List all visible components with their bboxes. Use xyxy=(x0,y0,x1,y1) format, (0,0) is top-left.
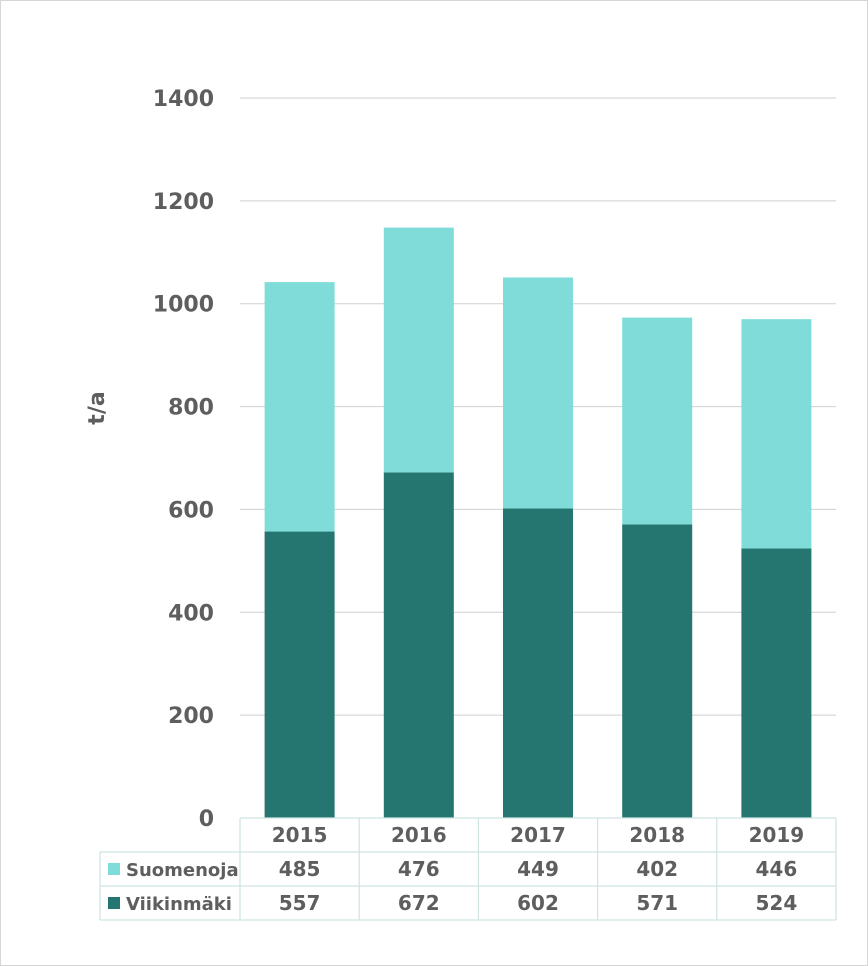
y-tick-label: 800 xyxy=(168,396,214,421)
bar-suomenoja-2019 xyxy=(741,319,812,549)
bar-suomenoja-2017 xyxy=(503,277,573,509)
y-tick-label: 600 xyxy=(168,498,214,523)
y-tick-label: 200 xyxy=(168,704,214,729)
bar-suomenoja-2015 xyxy=(264,282,335,532)
table-cell-value: 557 xyxy=(279,891,321,915)
gridlines xyxy=(240,97,836,716)
x-tick-label: 2019 xyxy=(749,823,805,847)
table-cell-value: 571 xyxy=(636,891,678,915)
bar-viikinmäki-2015 xyxy=(264,531,335,818)
x-tick-label: 2018 xyxy=(629,823,685,847)
x-tick-label: 2017 xyxy=(510,823,566,847)
table-cell-value: 602 xyxy=(517,891,559,915)
table-cell-value: 402 xyxy=(636,857,678,881)
bar-viikinmäki-2018 xyxy=(622,524,693,818)
y-axis-ticks: 0 200 400 600 800 1000 1200 1400 xyxy=(153,87,214,832)
legend-label: Viikinmäki xyxy=(126,894,232,915)
table-cell-value: 446 xyxy=(756,857,798,881)
legend-key-viikinmäki xyxy=(108,897,120,909)
bar-suomenoja-2016 xyxy=(383,227,454,473)
x-tick-label: 2015 xyxy=(272,823,328,847)
legend-label: Suomenoja xyxy=(126,860,239,881)
legend-key-suomenoja xyxy=(108,863,120,875)
x-tick-label: 2016 xyxy=(391,823,447,847)
table-cell-value: 449 xyxy=(517,857,559,881)
bar-viikinmäki-2017 xyxy=(503,508,573,818)
bars xyxy=(264,227,812,818)
y-axis-label: t/a xyxy=(85,391,110,424)
table-cell-value: 524 xyxy=(756,891,798,915)
table-cell-value: 476 xyxy=(398,857,440,881)
data-table: 2015 2016 2017 2018 2019 Suomenoja 485 476 449 40… xyxy=(99,817,837,921)
bar-viikinmäki-2019 xyxy=(741,548,812,818)
table-cell-value: 485 xyxy=(279,857,321,881)
y-tick-label: 1400 xyxy=(153,87,214,112)
y-tick-label: 1200 xyxy=(153,190,214,215)
y-tick-label: 0 xyxy=(199,807,214,832)
y-tick-label: 400 xyxy=(168,601,214,626)
table-cell-value: 672 xyxy=(398,891,440,915)
bar-viikinmäki-2016 xyxy=(383,472,454,818)
y-tick-label: 1000 xyxy=(153,293,214,318)
bar-suomenoja-2018 xyxy=(622,317,693,525)
